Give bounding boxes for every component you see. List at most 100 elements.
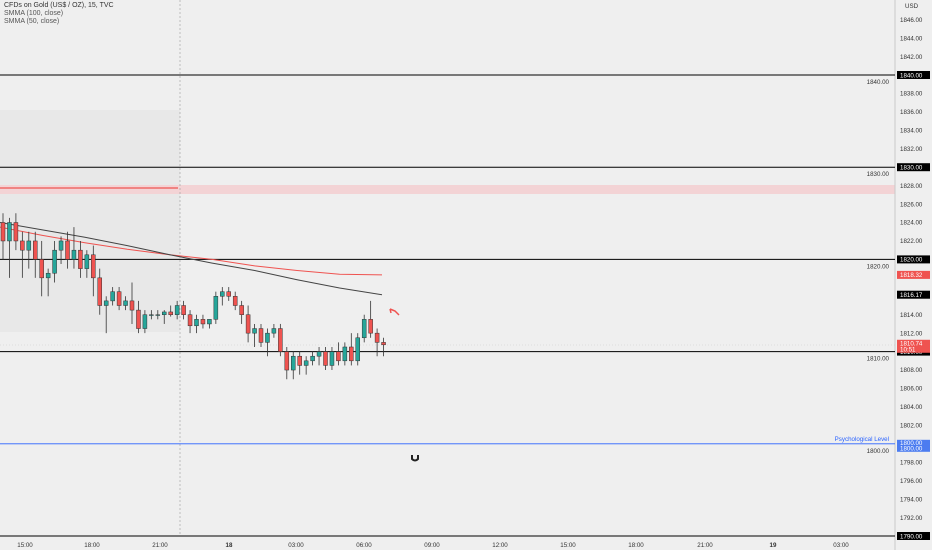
price-tick: 1802.00 bbox=[900, 423, 923, 430]
candle-body bbox=[33, 240, 38, 260]
candle-body bbox=[97, 277, 102, 306]
candle bbox=[142, 310, 148, 334]
price-tick: 1834.00 bbox=[900, 128, 923, 135]
candle bbox=[129, 282, 135, 324]
price-tick: 1798.00 bbox=[900, 459, 923, 466]
highlight-zone-gray bbox=[0, 110, 180, 332]
candle-body bbox=[323, 351, 328, 366]
candle bbox=[291, 351, 296, 380]
candle-body bbox=[26, 240, 32, 251]
candle bbox=[213, 291, 219, 324]
candle-body bbox=[194, 319, 199, 327]
candle-body bbox=[65, 240, 70, 260]
candle bbox=[336, 342, 341, 366]
candle bbox=[349, 333, 354, 366]
candle bbox=[116, 287, 122, 311]
candle-body bbox=[7, 222, 12, 242]
candle-body bbox=[252, 328, 257, 334]
symbol-title[interactable]: CFDs on Gold (US$ / OZ), 15, TVC bbox=[4, 2, 114, 9]
price-tick: 1792.00 bbox=[900, 515, 923, 522]
candle bbox=[284, 346, 290, 380]
candle bbox=[381, 337, 386, 357]
candle bbox=[323, 346, 328, 371]
price-tick: 1826.00 bbox=[900, 201, 923, 208]
candle bbox=[207, 319, 212, 329]
candle-body bbox=[349, 346, 354, 362]
candle-body bbox=[284, 351, 290, 371]
ma-dark-tag-text: 1816.17 bbox=[900, 292, 923, 299]
candle-body bbox=[245, 314, 251, 334]
price-tick: 1804.00 bbox=[900, 404, 923, 411]
time-tick: 15:00 bbox=[17, 542, 33, 549]
candle bbox=[258, 323, 264, 347]
candle bbox=[368, 300, 373, 338]
level-axis-tag-text: 1790.00 bbox=[900, 533, 923, 540]
candle bbox=[39, 240, 44, 297]
candle bbox=[342, 342, 348, 366]
ma50-legend[interactable]: SMMA (50, close) bbox=[4, 18, 60, 25]
candle bbox=[310, 351, 315, 366]
price-tick: 1796.00 bbox=[900, 478, 923, 485]
candle-body bbox=[200, 319, 206, 325]
level-axis-tag-1830: 1830.00 bbox=[897, 163, 930, 172]
price-axis: USD 1846.00 1844.00 1842.00 1838.00 1836.00 18… bbox=[900, 3, 923, 522]
candle-body bbox=[91, 254, 96, 279]
candle-body bbox=[181, 305, 186, 315]
price-tick: 1806.00 bbox=[900, 386, 923, 393]
ma-dark-tag: 1816.17 bbox=[897, 290, 930, 299]
candle bbox=[52, 240, 57, 283]
price-tick: 1812.00 bbox=[900, 330, 923, 337]
time-tick: 03:00 bbox=[833, 542, 849, 549]
candle-body bbox=[71, 249, 77, 260]
candle bbox=[265, 328, 270, 357]
candle-body bbox=[213, 296, 219, 320]
candle bbox=[13, 213, 19, 251]
candle-body bbox=[303, 360, 309, 366]
price-tick: 1842.00 bbox=[900, 54, 923, 61]
candle-body bbox=[149, 314, 154, 316]
candle-body bbox=[168, 311, 173, 315]
candle-body bbox=[110, 291, 115, 302]
candle bbox=[297, 351, 302, 375]
red-arrow-icon bbox=[389, 308, 400, 316]
candles bbox=[0, 213, 386, 380]
candle bbox=[168, 305, 173, 317]
candle bbox=[136, 300, 141, 334]
countdown-text: 10:51 bbox=[900, 346, 916, 353]
candle bbox=[78, 240, 83, 278]
ma100-legend[interactable]: SMMA (100, close) bbox=[4, 10, 64, 17]
time-tick: 19 bbox=[770, 542, 777, 549]
candle-body bbox=[174, 305, 180, 315]
magnet-icon[interactable] bbox=[411, 455, 419, 462]
candle-body bbox=[271, 328, 277, 334]
candle-body bbox=[39, 259, 44, 279]
time-tick: 15:00 bbox=[560, 542, 576, 549]
price-tick: 1828.00 bbox=[900, 183, 923, 190]
candle-body bbox=[136, 309, 141, 329]
candle bbox=[361, 314, 367, 343]
psych-tag-b: 1800.00 bbox=[900, 445, 923, 452]
candle bbox=[20, 231, 25, 278]
candle-body bbox=[155, 314, 161, 316]
candle-body bbox=[187, 314, 193, 327]
smma-50-line bbox=[0, 222, 383, 296]
time-tick: 21:00 bbox=[152, 542, 168, 549]
candle bbox=[45, 268, 51, 297]
candle bbox=[303, 356, 309, 375]
price-tick: 1794.00 bbox=[900, 496, 923, 503]
candle bbox=[220, 287, 225, 306]
candle-body bbox=[355, 337, 360, 362]
candle bbox=[84, 250, 90, 278]
time-tick: 12:00 bbox=[492, 542, 508, 549]
candle-body bbox=[226, 291, 231, 297]
time-tick: 03:00 bbox=[288, 542, 304, 549]
candle-body bbox=[52, 249, 57, 274]
time-tick: 21:00 bbox=[697, 542, 713, 549]
candle-body bbox=[258, 328, 264, 343]
candle-body bbox=[129, 300, 135, 311]
candle-body bbox=[310, 355, 315, 362]
